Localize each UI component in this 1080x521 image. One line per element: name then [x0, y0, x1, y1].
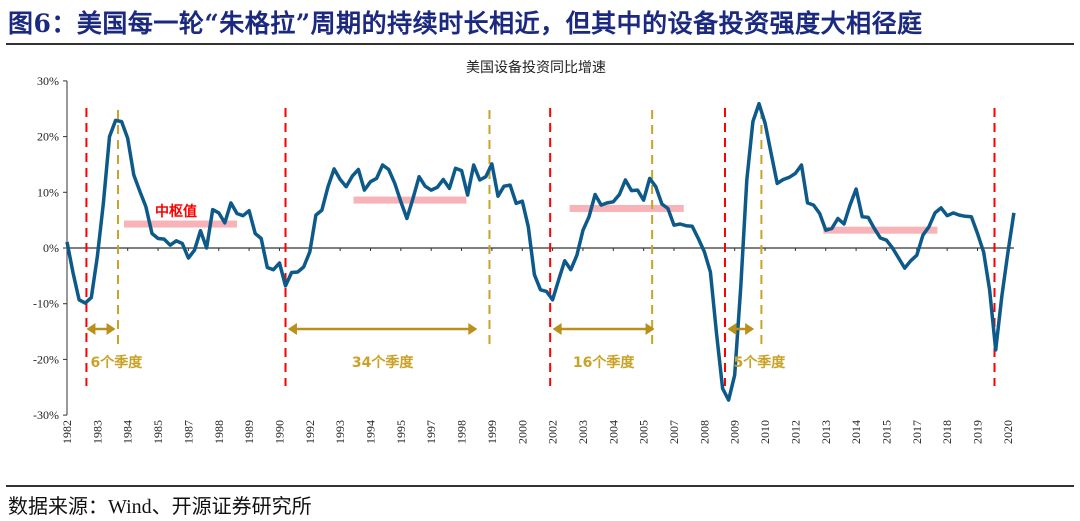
x-tick-label: 2008: [697, 420, 711, 444]
x-tick-label: 1985: [151, 420, 165, 444]
arrow-head-right: [106, 323, 116, 335]
arrow-head-left: [552, 323, 562, 335]
x-tick-label: 2002: [546, 420, 560, 444]
y-tick-label: -10%: [33, 297, 59, 311]
figure-title: 图6：美国每一轮“朱格拉”周期的持续时长相近，但其中的设备投资强度大相径庭: [8, 9, 923, 38]
median-band: [353, 196, 467, 204]
x-tick-label: 1995: [394, 420, 408, 444]
arrow-head-right: [468, 323, 478, 335]
x-tick-label: 1993: [333, 420, 347, 444]
median-band: [124, 220, 237, 228]
arrow-head-right: [745, 323, 755, 335]
x-tick-label: 2019: [971, 420, 985, 444]
source-note: 数据来源：Wind、开源证券研究所: [8, 496, 312, 518]
x-tick-label: 1989: [242, 420, 256, 444]
x-tick-label: 1990: [272, 420, 286, 444]
arrow-head-left: [287, 323, 297, 335]
x-tick-label: 1992: [303, 420, 317, 444]
line-chart: 美国设备投资同比增速 中枢值 30%20%10%0%-10%-20%-30%19…: [33, 59, 1016, 444]
duration-label: 34个季度: [352, 354, 414, 371]
source-divider: [6, 485, 1074, 487]
chart-title: 美国设备投资同比增速: [466, 59, 606, 76]
x-tick-label: 1988: [212, 420, 226, 444]
x-tick-label: 2004: [606, 420, 620, 444]
x-tick-label: 2007: [667, 420, 681, 444]
duration-label: 6个季度: [91, 354, 144, 371]
x-tick-label: 1982: [60, 420, 74, 444]
x-tick-label: 1997: [424, 420, 438, 444]
duration-label: 16个季度: [573, 354, 635, 371]
x-tick-label: 2020: [1001, 420, 1015, 444]
median-label: 中枢值: [155, 203, 197, 220]
x-tick-label: 2018: [940, 420, 954, 444]
series-line: [65, 101, 1016, 402]
x-tick-label: 1983: [90, 420, 104, 444]
arrow-head-left: [727, 323, 737, 335]
x-tick-label: 1984: [121, 420, 135, 444]
y-tick-label: 30%: [37, 74, 59, 88]
title-divider: [6, 43, 1074, 45]
x-tick-label: 2015: [879, 420, 893, 444]
y-tick-label: 0%: [43, 241, 59, 255]
y-tick-label: 10%: [37, 185, 59, 199]
x-tick-label: 2005: [637, 420, 651, 444]
x-tick-label: 1994: [364, 420, 378, 444]
arrow-head-left: [86, 323, 96, 335]
y-tick-label: 20%: [37, 130, 59, 144]
x-tick-label: 2000: [515, 420, 529, 444]
x-tick-label: 1999: [485, 420, 499, 444]
x-tick-label: 2014: [849, 420, 863, 444]
median-band: [823, 226, 938, 234]
median-band: [569, 204, 684, 212]
x-tick-label: 2013: [819, 420, 833, 444]
arrow-head-right: [645, 323, 655, 335]
x-tick-label: 1987: [181, 420, 195, 444]
x-tick-label: 2010: [758, 420, 772, 444]
y-tick-label: -20%: [33, 352, 59, 366]
x-tick-label: 2012: [788, 420, 802, 444]
x-tick-label: 1998: [455, 420, 469, 444]
x-tick-label: 2017: [910, 420, 924, 444]
x-tick-label: 2009: [728, 420, 742, 444]
duration-label: 5个季度: [734, 354, 787, 371]
y-tick-label: -30%: [33, 408, 59, 422]
x-tick-label: 2003: [576, 420, 590, 444]
